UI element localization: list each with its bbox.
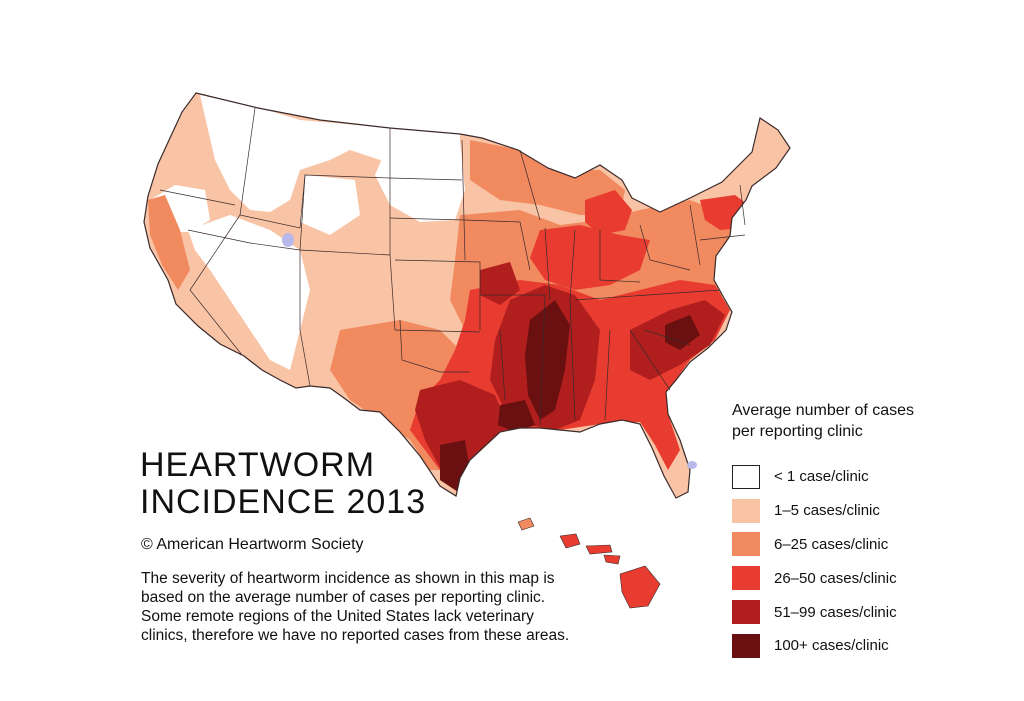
- region-red-ohio-valley: [530, 225, 650, 290]
- legend-swatch: [732, 600, 760, 625]
- region-orange-great-lakes: [470, 140, 625, 215]
- map-title-line2: INCIDENCE 2013: [140, 483, 427, 521]
- legend-swatch: [732, 566, 760, 591]
- region-darkest-louisiana: [498, 400, 535, 432]
- legend-item: 100+ cases/clinic: [732, 629, 992, 663]
- legend-item: < 1 case/clinic: [732, 460, 992, 494]
- region-red-michigan: [585, 190, 632, 235]
- map-description: The severity of heartworm incidence as s…: [141, 570, 570, 644]
- legend-swatch: [732, 498, 760, 523]
- legend-item: 1–5 cases/clinic: [732, 494, 992, 528]
- region-darkest-delta: [525, 300, 570, 420]
- region-white-dakotas: [375, 140, 465, 222]
- region-white-wyoming: [300, 175, 360, 235]
- region-darkred-missouri: [480, 262, 520, 305]
- legend-label: 100+ cases/clinic: [774, 637, 889, 655]
- copyright-notice: © American Heartworm Society: [141, 536, 364, 553]
- legend-swatch: [732, 532, 760, 557]
- legend-title-line2: per reporting clinic: [732, 423, 863, 440]
- legend-label: 6–25 cases/clinic: [774, 535, 889, 553]
- legend-item: 51–99 cases/clinic: [732, 595, 992, 629]
- great-salt-lake: [282, 233, 294, 247]
- us-mainland-outline: [143, 92, 791, 499]
- legend-label: < 1 case/clinic: [774, 468, 869, 486]
- legend-title: Average number of cases per reporting cl…: [732, 400, 992, 442]
- legend-item: 6–25 cases/clinic: [732, 528, 992, 562]
- legend: Average number of cases per reporting cl…: [732, 400, 992, 663]
- legend-label: 1–5 cases/clinic: [774, 502, 880, 520]
- map-title: HEARTWORM INCIDENCE 2013: [140, 447, 426, 521]
- region-darkest-sc: [665, 315, 700, 350]
- lake-okeechobee: [687, 461, 697, 469]
- region-orange-california: [148, 195, 190, 290]
- legend-swatch: [732, 633, 760, 658]
- region-white-mountain-west: [200, 95, 460, 212]
- legend-swatch: [732, 464, 760, 489]
- region-white-great-basin: [188, 215, 310, 370]
- region-darkred-gulf-texas: [415, 380, 510, 480]
- legend-label: 26–50 cases/clinic: [774, 569, 897, 587]
- hawaii-islands: [517, 517, 661, 609]
- legend-label: 51–99 cases/clinic: [774, 603, 897, 621]
- legend-item: 26–50 cases/clinic: [732, 561, 992, 595]
- state-borders: [159, 107, 746, 426]
- legend-title-line1: Average number of cases: [732, 402, 915, 419]
- map-title-line1: HEARTWORM: [140, 446, 376, 484]
